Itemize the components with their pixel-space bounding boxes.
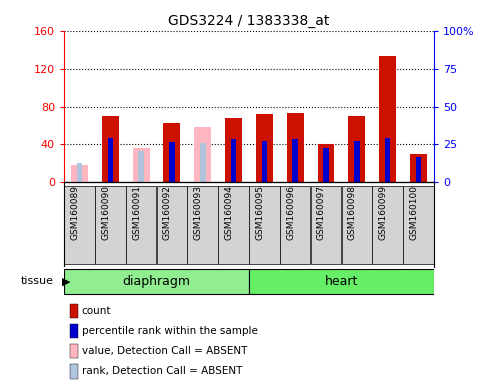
Text: diaphragm: diaphragm [123, 275, 190, 288]
Title: GDS3224 / 1383338_at: GDS3224 / 1383338_at [168, 14, 330, 28]
Text: GSM160090: GSM160090 [101, 185, 110, 240]
Bar [64, 269, 249, 294]
Bar [95, 186, 126, 263]
Bar [349, 116, 365, 182]
Bar [70, 303, 78, 318]
Text: GSM160099: GSM160099 [379, 185, 387, 240]
Bar [77, 164, 82, 182]
Bar [249, 186, 280, 263]
Bar [194, 127, 211, 182]
Text: GSM160098: GSM160098 [348, 185, 357, 240]
Bar [317, 144, 334, 182]
Text: heart: heart [325, 275, 358, 288]
Bar [164, 122, 180, 182]
Bar [342, 186, 372, 263]
Bar [416, 157, 421, 182]
Text: rank, Detection Call = ABSENT: rank, Detection Call = ABSENT [82, 366, 242, 376]
Text: count: count [82, 306, 111, 316]
Text: tissue: tissue [21, 276, 54, 286]
Text: percentile rank within the sample: percentile rank within the sample [82, 326, 258, 336]
Bar [323, 148, 329, 182]
Text: GSM160091: GSM160091 [132, 185, 141, 240]
Bar [218, 186, 249, 263]
Bar [126, 186, 156, 263]
Text: GSM160097: GSM160097 [317, 185, 326, 240]
Text: GSM160096: GSM160096 [286, 185, 295, 240]
Bar [139, 151, 144, 182]
Bar [70, 344, 78, 358]
Bar [385, 138, 390, 182]
Text: value, Detection Call = ABSENT: value, Detection Call = ABSENT [82, 346, 247, 356]
Bar [225, 118, 242, 182]
Bar [280, 186, 311, 263]
Bar [311, 186, 341, 263]
Bar [372, 186, 403, 263]
Bar [169, 142, 175, 182]
Bar [187, 186, 218, 263]
Bar [133, 148, 149, 182]
Text: ▶: ▶ [62, 276, 70, 286]
Bar [292, 139, 298, 182]
Text: GSM160094: GSM160094 [224, 185, 234, 240]
Bar [256, 114, 273, 182]
Text: GSM160093: GSM160093 [194, 185, 203, 240]
Bar [70, 364, 78, 379]
Bar [70, 324, 78, 338]
Bar [157, 186, 187, 263]
Bar [71, 166, 88, 182]
Text: GSM160095: GSM160095 [255, 185, 264, 240]
Bar [354, 141, 359, 182]
Text: GSM160092: GSM160092 [163, 185, 172, 240]
Bar [102, 116, 119, 182]
Text: GSM160100: GSM160100 [409, 185, 419, 240]
Bar [64, 186, 95, 263]
Bar [249, 269, 434, 294]
Text: GSM160089: GSM160089 [70, 185, 79, 240]
Bar [262, 141, 267, 182]
Bar [200, 142, 206, 182]
Bar [287, 113, 304, 182]
Bar [231, 139, 236, 182]
Bar [403, 186, 434, 263]
Bar [410, 154, 427, 182]
Bar [379, 56, 396, 182]
Bar [107, 138, 113, 182]
